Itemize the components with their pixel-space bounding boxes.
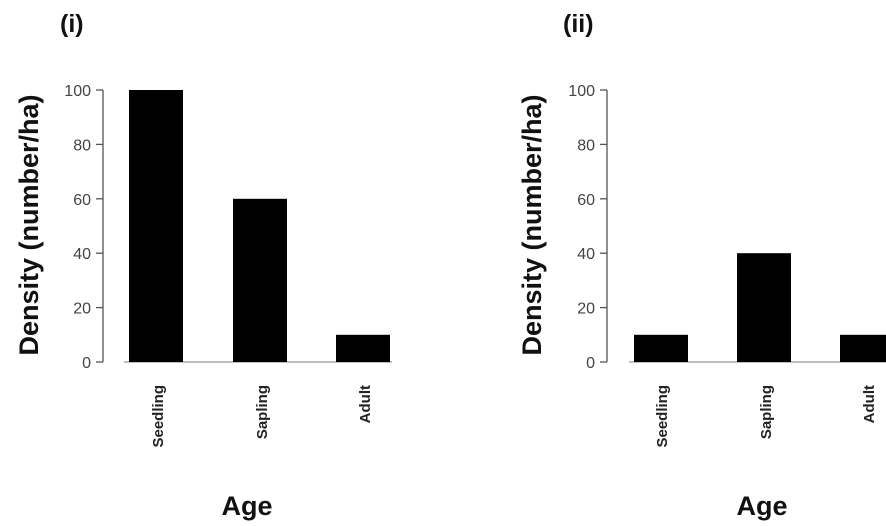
y-tick-label: 20 [73,301,91,318]
bar-adult [336,334,390,362]
bar-sapling [233,198,287,362]
y-tick-label: 0 [82,355,91,372]
y-tick-label: 100 [568,83,595,100]
chart-panel-ii: (ii) Density (number/ha) Age 0 20 40 60 80 10… [517,10,886,521]
bar-adult [840,334,886,362]
bar-sapling [737,253,791,362]
panel-label: (ii) [563,10,594,38]
y-tick-label: 60 [577,192,595,209]
y-tick-label: 100 [64,83,91,100]
category-label: Sapling [254,385,271,439]
bars [124,90,392,363]
y-tick-label: 40 [73,246,91,263]
x-axis-title: Age [736,491,787,521]
x-axis-title: Age [221,491,272,521]
y-axis-title: Density (number/ha) [14,94,44,355]
category-labels: Seedling Sapling Adult [654,385,878,448]
bars [629,253,886,363]
y-tick-label: 80 [577,137,595,154]
y-tick-label: 40 [577,246,595,263]
panel-label: (i) [60,10,84,38]
y-tick-label: 0 [586,355,595,372]
bar-seedling [129,90,183,362]
category-labels: Seedling Sapling Adult [150,385,374,448]
category-label: Sapling [758,385,775,439]
y-axis: 0 20 40 60 80 100 [568,83,608,372]
y-axis: 0 20 40 60 80 100 [64,83,104,372]
category-label: Seedling [654,385,671,448]
category-label: Adult [357,385,374,423]
category-label: Seedling [150,385,167,448]
y-axis-title: Density (number/ha) [517,94,547,355]
category-label: Adult [861,385,878,423]
y-tick-label: 20 [577,301,595,318]
chart-panel-i: (i) Density (number/ha) Age 0 20 40 60 80 100… [14,10,392,521]
bar-seedling [634,334,688,362]
y-tick-label: 60 [73,192,91,209]
y-tick-label: 80 [73,137,91,154]
